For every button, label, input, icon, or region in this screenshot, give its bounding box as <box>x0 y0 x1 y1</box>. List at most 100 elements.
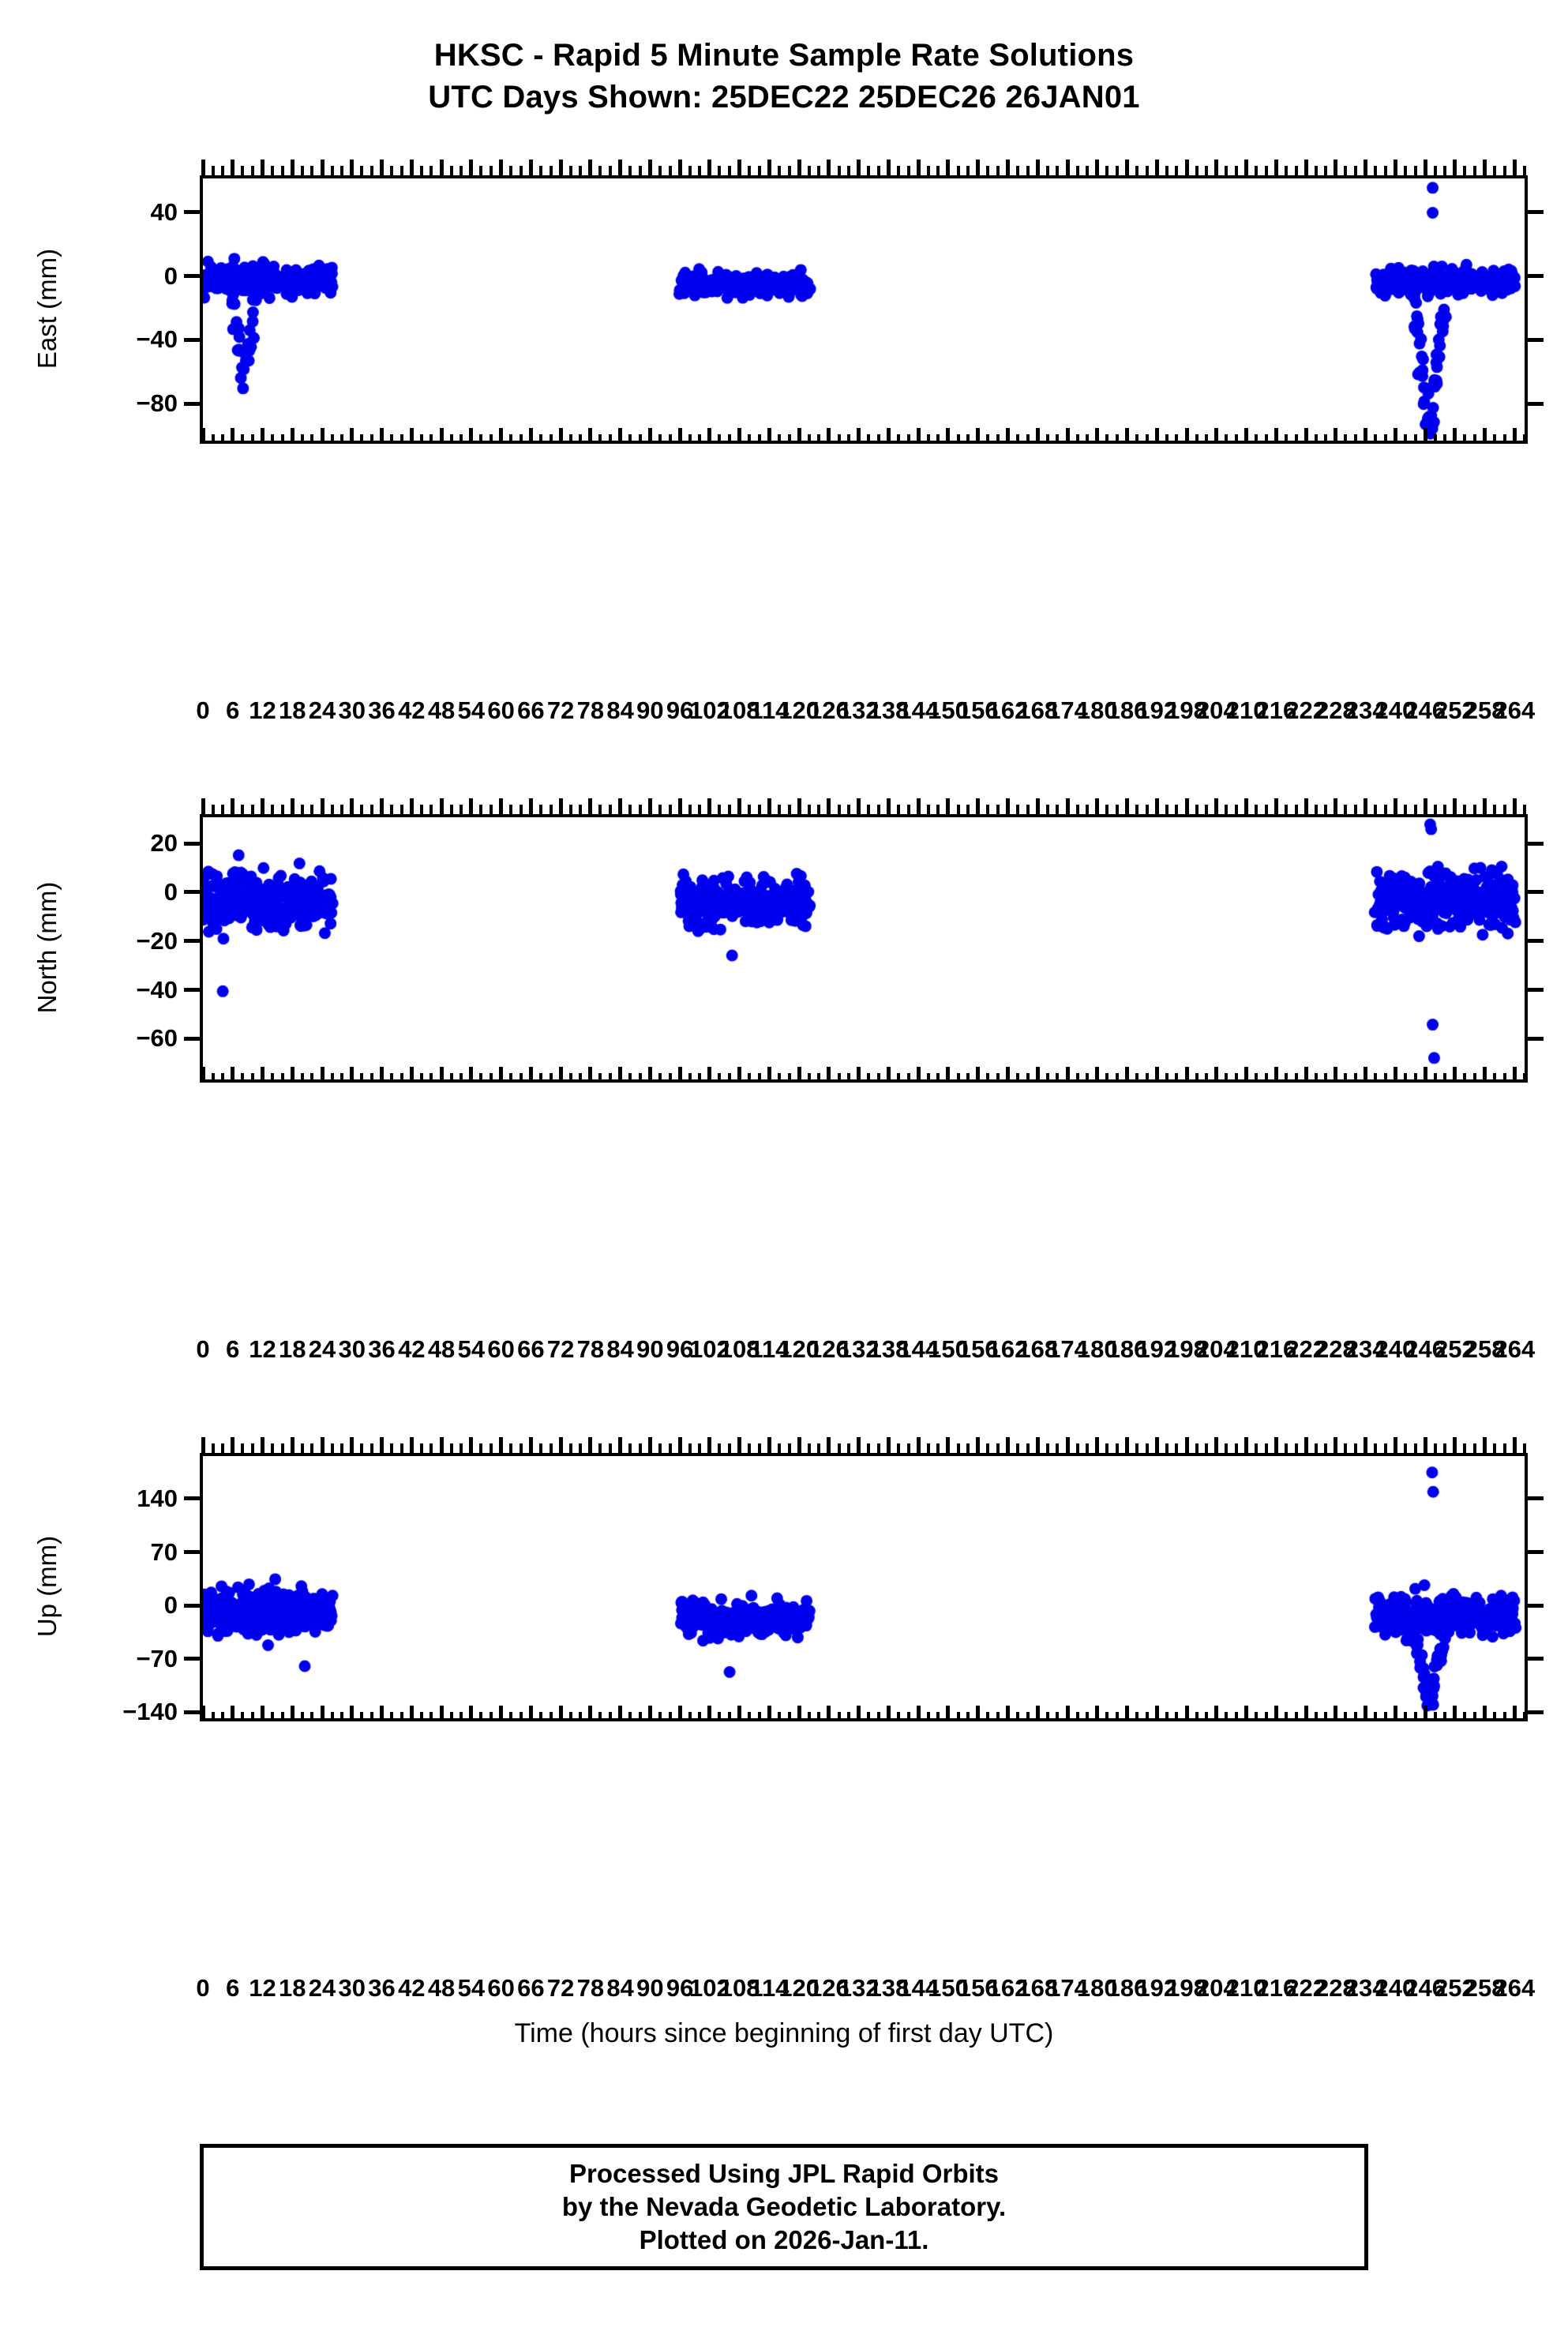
x-tick-label: 84 <box>606 1335 634 1363</box>
y-tick-right <box>1526 1496 1544 1501</box>
x-tick-label: 228 <box>1315 1335 1356 1363</box>
x-tick-label: 18 <box>279 1335 306 1363</box>
x-tick-top <box>976 160 981 175</box>
x-tick-top <box>876 805 880 814</box>
x-tick-top <box>1225 805 1229 814</box>
x-tick-top <box>469 1437 474 1453</box>
y-tick-label-east: 0 <box>163 261 178 290</box>
x-tick-top <box>609 1443 613 1453</box>
x-tick-top <box>519 805 523 814</box>
x-tick-top <box>1493 166 1497 175</box>
x-tick-label: 138 <box>868 696 910 724</box>
x-tick-label: 246 <box>1405 1335 1446 1363</box>
x-tick-top <box>271 805 275 814</box>
x-tick-top <box>1493 805 1497 814</box>
x-tick-top <box>241 1443 245 1453</box>
x-tick-label: 234 <box>1345 1335 1386 1363</box>
x-tick-top <box>1374 1443 1378 1453</box>
y-tick-right <box>1526 401 1544 406</box>
x-tick-label: 132 <box>838 696 880 724</box>
x-tick-top <box>1255 805 1259 814</box>
y-tick-right <box>1526 1036 1544 1041</box>
x-tick-top <box>390 1443 394 1453</box>
x-tick-top <box>1145 805 1149 814</box>
x-tick-top <box>897 1443 901 1453</box>
x-tick-label: 60 <box>487 1974 515 2002</box>
x-tick-top <box>419 1443 423 1453</box>
x-tick-top <box>609 805 613 814</box>
x-tick-top <box>1244 1437 1249 1453</box>
x-tick-top <box>1473 1443 1477 1453</box>
x-tick-label: 240 <box>1375 1974 1416 2002</box>
x-tick-top <box>1045 166 1049 175</box>
x-tick-top <box>1443 166 1447 175</box>
x-tick-top <box>1165 1443 1168 1453</box>
x-tick-label: 192 <box>1136 1335 1178 1363</box>
x-tick-top <box>867 1443 871 1453</box>
x-tick-top <box>1075 1443 1079 1453</box>
scatter-canvas-north <box>203 817 1525 1079</box>
x-tick-top <box>1383 166 1387 175</box>
x-tick-top <box>1423 1437 1427 1453</box>
x-tick-top <box>1393 160 1397 175</box>
x-tick-top <box>280 1443 284 1453</box>
x-tick-top <box>658 166 662 175</box>
y-tick-left <box>184 841 201 846</box>
x-tick-label: 216 <box>1255 696 1297 724</box>
x-tick-label: 72 <box>546 696 575 724</box>
x-tick-top <box>1463 1443 1467 1453</box>
x-tick-top <box>618 798 623 814</box>
x-tick-top <box>1354 166 1358 175</box>
x-tick-top <box>1523 1443 1526 1453</box>
x-tick-top <box>1393 798 1397 814</box>
x-tick-label: 192 <box>1136 1974 1178 2002</box>
x-tick-top <box>677 798 682 814</box>
x-tick-top <box>677 1437 682 1453</box>
x-tick-label: 186 <box>1106 1335 1148 1363</box>
x-tick-top <box>797 1437 801 1453</box>
x-tick-label: 210 <box>1225 1974 1267 2002</box>
x-tick-top <box>748 805 752 814</box>
x-tick-top <box>906 166 910 175</box>
x-tick-top <box>201 160 205 175</box>
x-tick-top <box>1184 798 1189 814</box>
x-tick-top <box>827 1437 831 1453</box>
x-tick-top <box>1165 166 1168 175</box>
x-tick-label: 198 <box>1166 1335 1207 1363</box>
scatter-canvas-east <box>203 178 1525 441</box>
x-tick-top <box>986 805 990 814</box>
y-tick-left <box>184 1710 201 1714</box>
x-tick-top <box>956 805 960 814</box>
y-tick-label-east: −40 <box>136 325 178 354</box>
x-tick-top <box>409 798 414 814</box>
x-tick-top <box>668 1443 672 1453</box>
x-tick-label: 198 <box>1166 1974 1207 2002</box>
x-tick-top <box>1026 805 1030 814</box>
x-tick-top <box>1115 805 1119 814</box>
x-tick-top <box>807 805 811 814</box>
x-tick-top <box>320 798 324 814</box>
x-tick-label: 228 <box>1315 1974 1356 2002</box>
x-tick-top <box>897 805 901 814</box>
x-tick-top <box>300 1443 304 1453</box>
x-tick-top <box>549 805 553 814</box>
x-tick-top <box>380 798 384 814</box>
x-tick-top <box>1264 1443 1268 1453</box>
x-tick-label: 210 <box>1225 1335 1267 1363</box>
x-tick-top <box>221 1443 225 1453</box>
x-tick-top <box>400 1443 403 1453</box>
x-tick-top <box>1195 805 1199 814</box>
x-tick-top <box>876 166 880 175</box>
x-tick-top <box>340 166 344 175</box>
x-tick-label: 108 <box>718 696 760 724</box>
x-tick-top <box>1016 166 1020 175</box>
x-tick-top <box>241 805 245 814</box>
x-tick-top <box>479 166 483 175</box>
x-tick-label: 108 <box>718 1335 760 1363</box>
x-tick-label: 258 <box>1464 1335 1506 1363</box>
x-tick-top <box>419 805 423 814</box>
x-tick-label: 120 <box>778 1335 820 1363</box>
x-tick-top <box>369 805 373 814</box>
x-tick-top <box>1453 160 1457 175</box>
x-tick-label: 198 <box>1166 696 1207 724</box>
